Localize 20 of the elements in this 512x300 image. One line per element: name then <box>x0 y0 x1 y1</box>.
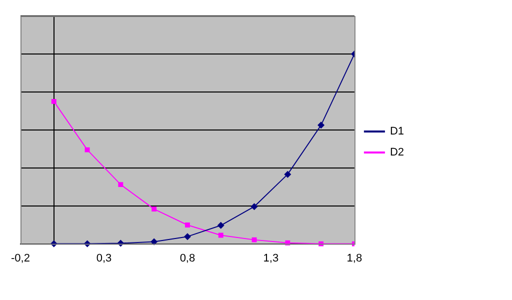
x-tick-label: 1,8 <box>346 252 362 264</box>
point <box>217 222 224 229</box>
point <box>84 147 90 152</box>
point <box>184 222 190 228</box>
legend-label: D1 <box>390 126 404 138</box>
point <box>51 98 56 104</box>
legend-label: D2 <box>390 146 404 159</box>
point <box>118 182 124 188</box>
point <box>184 233 191 240</box>
x-tick-label: -0,2 <box>10 252 30 264</box>
x-tick-label: 0,3 <box>96 252 112 264</box>
point <box>218 232 224 238</box>
x-tick-label: 0,8 <box>180 252 196 264</box>
x-tick-label: 1,3 <box>263 252 279 264</box>
point <box>250 203 258 210</box>
point <box>150 238 158 246</box>
point <box>284 170 292 178</box>
point <box>252 237 257 242</box>
point <box>152 206 157 212</box>
point <box>318 122 325 129</box>
